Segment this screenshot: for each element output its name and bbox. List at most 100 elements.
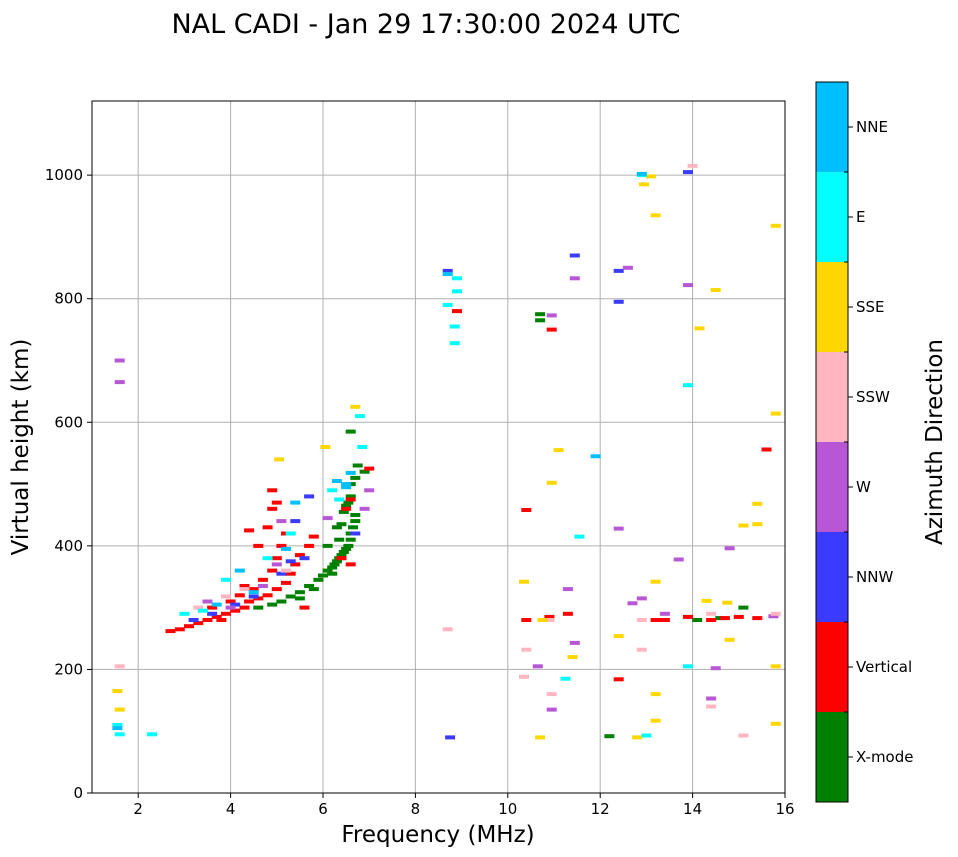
data-point: [234, 593, 245, 598]
data-point: [639, 182, 650, 187]
data-point: [211, 602, 222, 607]
data-point: [613, 268, 624, 273]
data-point: [274, 457, 285, 462]
data-point: [290, 562, 301, 567]
data-point: [114, 707, 125, 712]
series-e: [112, 173, 693, 738]
data-point: [535, 318, 546, 323]
data-point: [359, 469, 370, 474]
data-point: [724, 546, 735, 551]
data-point: [343, 500, 354, 505]
colorbar-tick-label: E: [856, 208, 865, 226]
data-point: [114, 380, 125, 385]
data-point: [294, 590, 305, 595]
data-point: [770, 411, 781, 416]
data-point: [281, 580, 291, 585]
colorbar-segment: [816, 712, 848, 802]
data-point: [112, 689, 123, 694]
x-axis-label: Frequency (MHz): [341, 822, 534, 848]
data-point: [521, 508, 532, 512]
data-point: [359, 506, 370, 511]
data-point: [197, 608, 208, 613]
data-point: [348, 525, 358, 530]
data-point: [322, 568, 333, 573]
data-point: [318, 573, 328, 578]
colorbar-segment: [816, 532, 848, 622]
data-point: [694, 326, 705, 331]
data-point: [636, 618, 647, 622]
x-tick-label: 6: [318, 800, 328, 818]
data-point: [659, 611, 670, 616]
data-point: [632, 735, 643, 740]
data-point: [112, 726, 123, 731]
data-point: [722, 600, 733, 605]
data-point: [364, 466, 375, 471]
data-point: [449, 341, 460, 346]
data-point: [710, 666, 721, 671]
data-point: [345, 537, 356, 542]
data-point: [267, 506, 278, 511]
data-point: [193, 605, 204, 610]
data-point: [650, 718, 661, 723]
data-point: [285, 559, 296, 564]
data-point: [449, 324, 460, 329]
data-point: [193, 621, 204, 626]
data-point: [147, 732, 158, 737]
data-point: [357, 445, 368, 449]
y-axis: 0 200 400 600 800 1000: [45, 166, 92, 802]
data-point: [636, 596, 647, 601]
data-point: [271, 587, 282, 592]
y-tick-label: 400: [54, 537, 83, 555]
data-point: [188, 618, 199, 622]
data-point: [442, 302, 453, 307]
data-point: [285, 571, 296, 576]
data-point: [184, 624, 194, 629]
data-point: [692, 618, 703, 622]
data-point: [710, 288, 721, 293]
data-point: [112, 723, 123, 727]
data-point: [544, 614, 555, 619]
colorbar-tick-label: X-mode: [856, 748, 913, 766]
data-point: [641, 733, 652, 738]
data-point: [683, 283, 693, 288]
data-point: [299, 605, 310, 610]
data-point: [752, 616, 763, 621]
data-point: [350, 531, 361, 536]
data-point: [271, 500, 282, 505]
colorbar-tick-label: W: [856, 478, 871, 496]
data-point: [221, 577, 231, 582]
data-point: [341, 506, 352, 511]
data-point: [535, 735, 546, 740]
data-point: [569, 253, 580, 258]
data-point: [650, 692, 661, 697]
data-point: [114, 358, 125, 363]
data-point: [345, 470, 356, 475]
data-point: [174, 627, 185, 632]
data-point: [521, 647, 532, 652]
data-point: [738, 733, 749, 738]
data-point: [345, 497, 356, 502]
data-point: [452, 289, 462, 294]
data-point: [701, 598, 712, 603]
data-point: [285, 594, 296, 599]
data-point: [604, 734, 615, 739]
data-point: [613, 634, 624, 639]
data-point: [770, 664, 781, 669]
x-axis: 2 4 6 8 10 12 14 16: [133, 793, 795, 818]
data-point: [211, 614, 222, 619]
data-point: [673, 557, 684, 562]
data-point: [560, 676, 571, 681]
data-point: [308, 587, 319, 592]
data-point: [230, 602, 241, 607]
data-point: [768, 614, 779, 619]
data-point: [452, 276, 462, 281]
data-point: [114, 732, 125, 737]
colorbar: X-mode Vertical NNW W SSW SSE E NNE: [815, 81, 913, 803]
colorbar-tick-label: SSE: [856, 298, 885, 316]
data-point: [752, 501, 763, 506]
data-point: [650, 618, 661, 622]
data-point: [546, 692, 557, 697]
data-point: [276, 543, 287, 548]
data-point: [304, 584, 315, 588]
